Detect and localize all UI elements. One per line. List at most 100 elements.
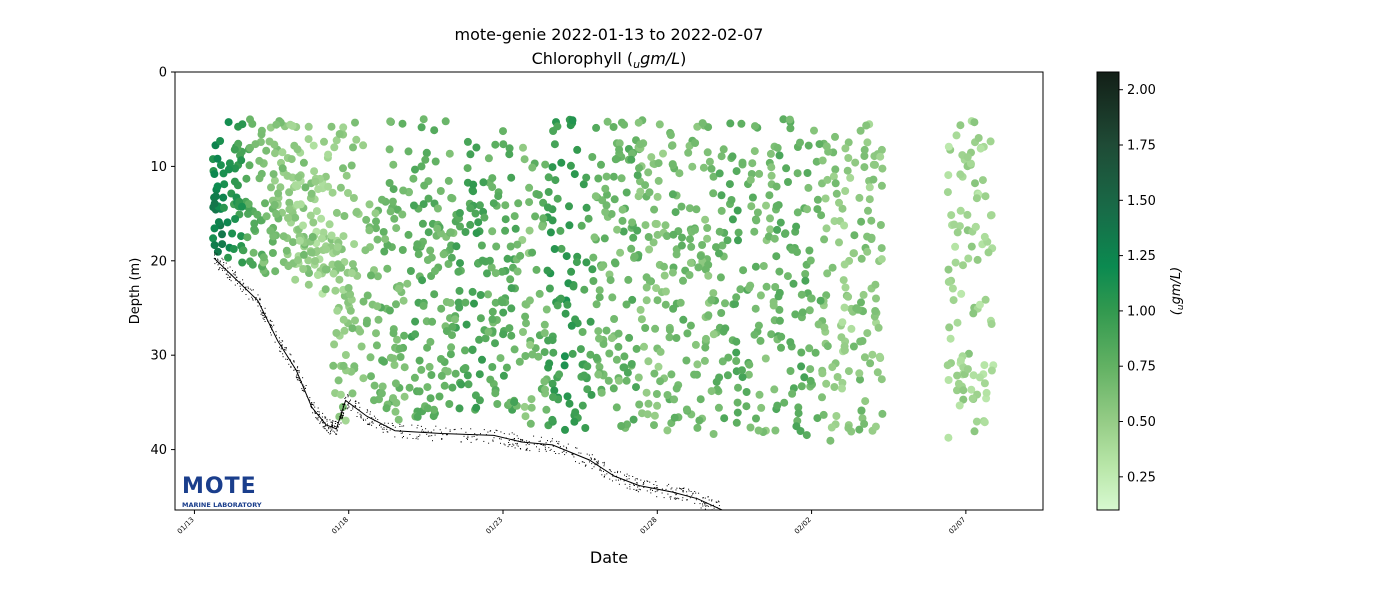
data-point xyxy=(806,376,815,385)
bottom-depth-point xyxy=(380,423,382,425)
data-point xyxy=(447,193,456,202)
bottom-depth-point xyxy=(241,291,243,292)
bottom-depth-point xyxy=(553,451,555,452)
bottom-depth-point xyxy=(296,370,298,372)
data-point xyxy=(833,373,842,381)
data-point xyxy=(565,202,573,211)
bottom-depth-point xyxy=(366,417,368,419)
data-point xyxy=(493,400,502,408)
data-point xyxy=(841,144,850,153)
data-point xyxy=(550,386,559,395)
data-point xyxy=(672,384,681,393)
data-point xyxy=(788,389,797,398)
data-point xyxy=(695,416,704,425)
data-point xyxy=(483,269,491,278)
bottom-depth-point xyxy=(626,478,628,480)
data-point xyxy=(946,334,955,343)
plot-frame xyxy=(174,71,1044,511)
data-point xyxy=(452,242,461,251)
bottom-depth-point xyxy=(385,425,387,427)
data-point xyxy=(262,212,271,221)
bottom-depth-point xyxy=(588,454,590,456)
bottom-depth-point xyxy=(580,452,582,454)
bottom-depth-point xyxy=(350,399,351,401)
x-tick-label: 01/23 xyxy=(484,516,504,536)
data-point xyxy=(794,403,803,412)
data-point xyxy=(487,263,496,272)
data-point xyxy=(448,331,456,340)
data-point xyxy=(665,326,674,334)
data-point xyxy=(366,353,375,362)
data-point xyxy=(362,319,371,328)
data-point xyxy=(786,124,795,133)
bottom-depth-point xyxy=(332,422,333,424)
data-point xyxy=(956,170,965,179)
data-point xyxy=(656,377,665,386)
bottom-depth-point xyxy=(267,320,269,322)
bottom-depth-point xyxy=(230,276,231,278)
data-point xyxy=(837,333,846,342)
data-point xyxy=(584,214,593,223)
data-point xyxy=(703,224,712,232)
data-point xyxy=(677,202,686,211)
bottom-depth-point xyxy=(347,407,349,409)
bottom-depth-point xyxy=(335,420,337,422)
data-point xyxy=(299,158,308,167)
data-point xyxy=(642,283,651,292)
bottom-depth-point xyxy=(711,500,713,502)
data-point xyxy=(633,171,642,180)
data-point xyxy=(692,205,701,214)
data-point xyxy=(877,244,886,253)
bottom-depth-point xyxy=(226,273,228,275)
data-point xyxy=(609,172,618,181)
bottom-depth-point xyxy=(716,502,718,503)
bottom-depth-point xyxy=(282,353,284,355)
data-point xyxy=(698,241,707,249)
bottom-depth-point xyxy=(656,485,658,487)
data-point xyxy=(843,166,852,175)
data-point xyxy=(216,137,225,145)
bottom-depth-point xyxy=(673,497,675,499)
data-point xyxy=(271,267,280,276)
data-point xyxy=(951,258,960,267)
data-point xyxy=(714,403,723,412)
bottom-depth-point xyxy=(341,414,342,416)
bottom-depth-point xyxy=(612,480,613,482)
bottom-depth-point xyxy=(487,431,489,433)
data-point xyxy=(693,423,702,432)
data-point xyxy=(299,265,308,273)
data-point xyxy=(543,203,552,212)
bottom-depth-point xyxy=(245,294,247,295)
data-point xyxy=(444,260,453,268)
bottom-depth-point xyxy=(315,413,317,414)
colorbar-tick-label: 1.25 xyxy=(1127,249,1156,264)
data-point xyxy=(572,258,581,267)
bottom-depth-point xyxy=(515,443,517,444)
bottom-depth-point xyxy=(601,474,603,476)
bottom-depth-point xyxy=(383,428,385,430)
data-point xyxy=(953,228,962,237)
data-point xyxy=(633,226,642,235)
data-point xyxy=(804,141,813,150)
bottom-depth-point xyxy=(270,319,272,321)
data-point xyxy=(319,228,328,237)
bottom-depth-point xyxy=(214,263,216,265)
bottom-depth-point xyxy=(430,431,432,433)
data-point xyxy=(549,393,557,402)
y-tick-label: 10 xyxy=(150,160,167,175)
data-point xyxy=(237,156,246,165)
bottom-depth-point xyxy=(342,413,344,414)
data-point xyxy=(944,376,953,384)
data-point xyxy=(347,161,356,170)
bottom-depth-point xyxy=(571,453,573,455)
data-point xyxy=(767,330,776,339)
bottom-depth-point xyxy=(260,306,262,308)
bottom-depth-point xyxy=(500,431,502,433)
data-point xyxy=(540,329,549,337)
data-point xyxy=(499,308,508,317)
data-point xyxy=(507,304,516,313)
data-point xyxy=(987,366,996,375)
data-point xyxy=(703,234,712,243)
data-point xyxy=(244,209,252,218)
data-point xyxy=(339,315,348,324)
